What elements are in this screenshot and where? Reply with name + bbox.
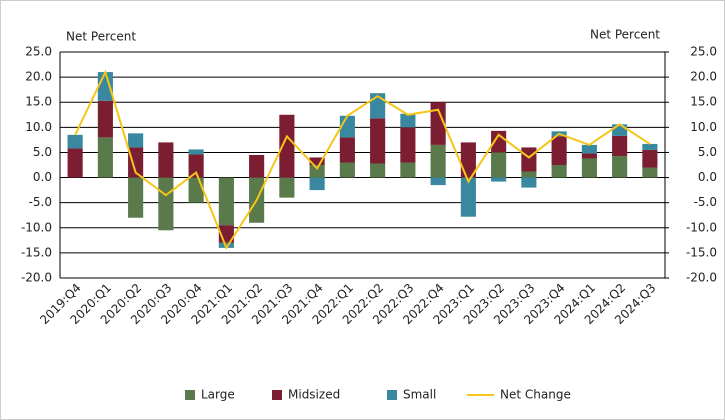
y-tick-label: 5.0 bbox=[33, 145, 52, 159]
y2-axis-label: Net Percent bbox=[590, 28, 660, 42]
y2-tick-label: 25.0 bbox=[690, 45, 717, 59]
bar-segment bbox=[370, 163, 386, 178]
bar-segment bbox=[612, 155, 628, 178]
bar-segment bbox=[551, 165, 567, 178]
bar-segment bbox=[430, 177, 446, 186]
y2-tick-label: -5.0 bbox=[694, 195, 717, 209]
bar-segment bbox=[309, 165, 325, 178]
y-tick-label: -20.0 bbox=[21, 271, 52, 285]
bar-segment bbox=[400, 113, 416, 128]
legend-swatch bbox=[387, 390, 397, 400]
legend-label: Midsized bbox=[288, 388, 340, 402]
legend-label: Large bbox=[201, 388, 235, 402]
bar-segment bbox=[521, 171, 537, 178]
bar-segment bbox=[309, 177, 325, 191]
bar-segment bbox=[188, 154, 204, 178]
bar-segment bbox=[309, 157, 325, 165]
bar-segment bbox=[491, 177, 507, 182]
bar-segment bbox=[551, 136, 567, 165]
legend-swatch bbox=[272, 390, 282, 400]
bar-segment bbox=[339, 162, 355, 178]
bar-segment bbox=[400, 127, 416, 163]
bar-segment bbox=[158, 177, 174, 231]
bar-segment bbox=[460, 142, 476, 178]
bar-segment bbox=[97, 137, 113, 178]
bar-segment bbox=[430, 144, 446, 178]
bar-segment bbox=[279, 114, 295, 178]
bar-segment bbox=[188, 177, 204, 203]
legend-label: Small bbox=[403, 388, 436, 402]
y-tick-label: 20.0 bbox=[25, 70, 52, 84]
bar-segment bbox=[370, 118, 386, 164]
legend-label: Net Change bbox=[500, 388, 571, 402]
y-tick-label: 10.0 bbox=[25, 120, 52, 134]
bar-segment bbox=[128, 177, 144, 218]
bar-segment bbox=[642, 143, 658, 150]
bar-segment bbox=[612, 135, 628, 156]
bar-segment bbox=[67, 134, 83, 149]
y-tick-label: 25.0 bbox=[25, 45, 52, 59]
y2-tick-label: -10.0 bbox=[686, 220, 717, 234]
bar-segment bbox=[612, 124, 628, 136]
bar-segment bbox=[642, 167, 658, 178]
bar-segment bbox=[158, 142, 174, 178]
bar-segment bbox=[249, 154, 265, 178]
y2-tick-label: 15.0 bbox=[690, 95, 717, 109]
y2-tick-label: 5.0 bbox=[698, 145, 717, 159]
y-tick-label: -15.0 bbox=[21, 245, 52, 259]
bar-segment bbox=[279, 177, 295, 198]
y2-tick-label: -15.0 bbox=[686, 245, 717, 259]
bar-segment bbox=[521, 147, 537, 172]
bar-segment bbox=[400, 162, 416, 178]
bar-segment bbox=[67, 148, 83, 178]
bar-segment bbox=[460, 177, 476, 217]
bar-segment bbox=[491, 130, 507, 153]
y-tick-label: -5.0 bbox=[29, 195, 52, 209]
bar-segment bbox=[188, 149, 204, 155]
bar-segment bbox=[339, 137, 355, 163]
bar-segment bbox=[581, 158, 597, 178]
legend-swatch bbox=[185, 390, 195, 400]
y-tick-label: 0.0 bbox=[33, 170, 52, 184]
bar-segment bbox=[521, 177, 537, 188]
y2-tick-label: 20.0 bbox=[690, 70, 717, 84]
bar-segment bbox=[128, 147, 144, 178]
line bbox=[74, 69, 651, 251]
y-tick-label: -10.0 bbox=[21, 220, 52, 234]
y2-tick-label: 10.0 bbox=[690, 120, 717, 134]
bar-segment bbox=[581, 144, 597, 154]
y-tick-label: 15.0 bbox=[25, 95, 52, 109]
y2-tick-label: 0.0 bbox=[698, 170, 717, 184]
bar-segment bbox=[430, 102, 446, 145]
bar-segment bbox=[128, 133, 144, 148]
y-axis-label: Net Percent bbox=[66, 30, 136, 44]
bar-segment bbox=[97, 100, 113, 138]
bar-segment bbox=[642, 149, 658, 168]
bar-segment bbox=[491, 152, 507, 178]
bar-segment bbox=[218, 177, 234, 226]
y2-tick-label: -20.0 bbox=[686, 271, 717, 285]
bar-segment bbox=[581, 153, 597, 159]
